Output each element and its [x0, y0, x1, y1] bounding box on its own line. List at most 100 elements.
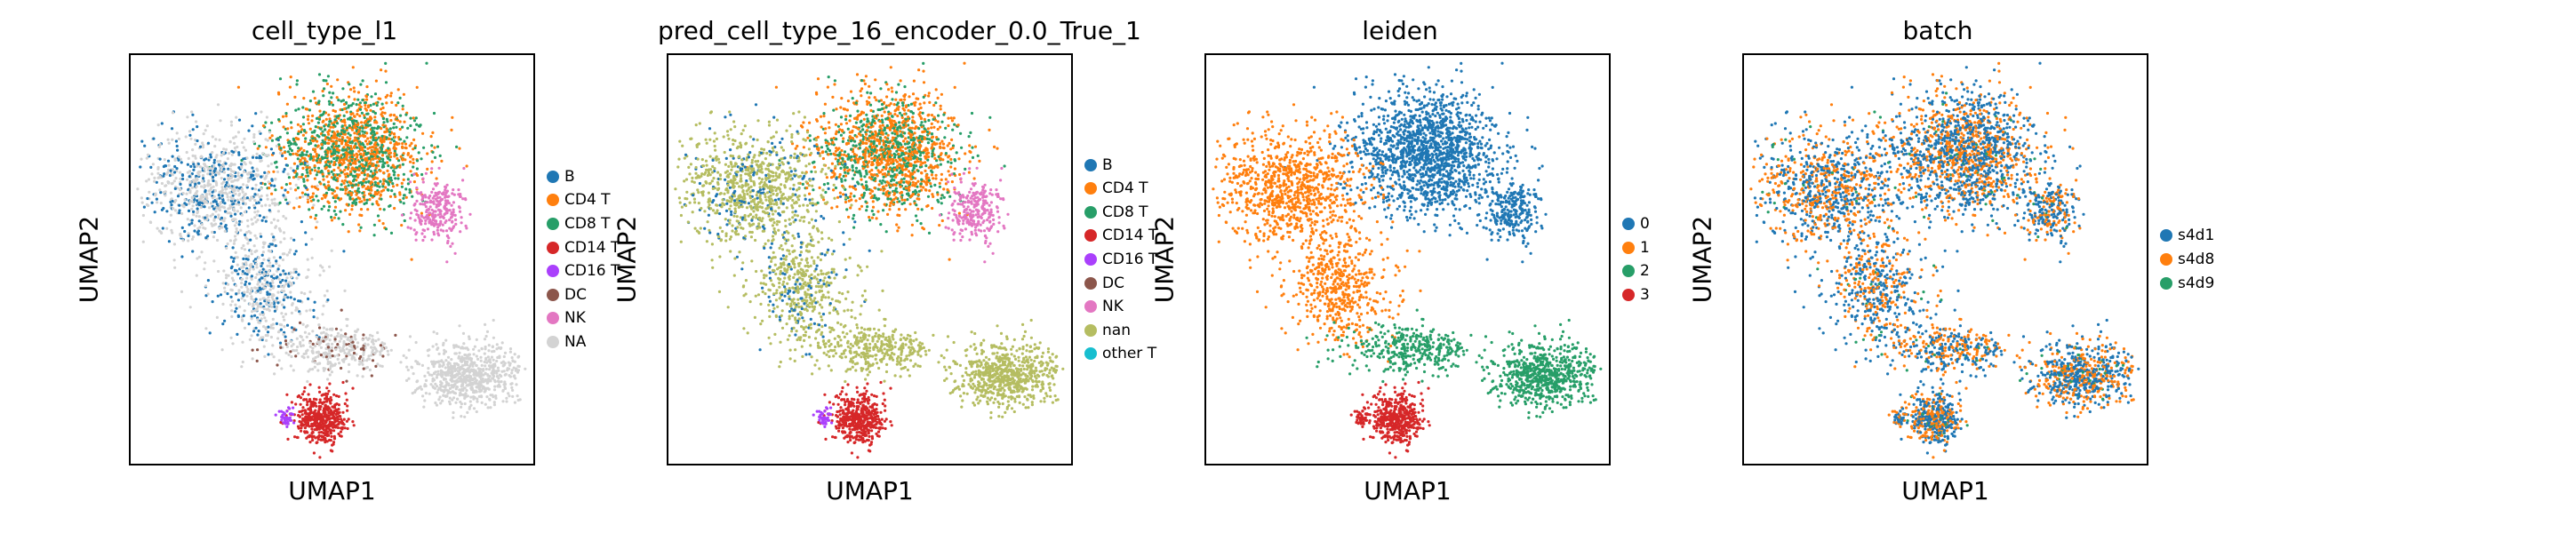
scatter-point — [322, 339, 325, 343]
scatter-point — [225, 227, 228, 230]
scatter-point — [365, 98, 369, 101]
scatter-point — [374, 166, 378, 170]
scatter-point — [213, 188, 217, 193]
scatter-point — [440, 215, 444, 219]
scatter-point — [330, 152, 334, 155]
scatter-point — [511, 394, 515, 398]
scatter-point — [412, 372, 415, 376]
scatter-point — [449, 391, 452, 394]
scatter-point — [455, 345, 459, 348]
scatter-point — [336, 354, 340, 357]
scatter-point — [515, 383, 518, 386]
scatter-point — [322, 352, 325, 355]
scatter-point — [372, 338, 375, 342]
scatter-point — [250, 295, 253, 298]
scatter-point — [358, 213, 362, 217]
scatter-point — [406, 182, 410, 186]
scatter-point — [347, 230, 350, 234]
scatter-point — [343, 168, 347, 171]
scatter-point — [264, 219, 268, 223]
scatter-point — [192, 210, 196, 213]
scatter-point — [340, 120, 344, 123]
scatter-point — [205, 124, 209, 128]
scatter-point — [301, 406, 305, 410]
scatter-point — [196, 139, 199, 143]
scatter-point — [311, 114, 315, 117]
scatter-point — [180, 290, 184, 293]
scatter-point — [368, 357, 372, 361]
scatter-point — [359, 105, 363, 108]
scatter-point — [212, 259, 216, 263]
scatter-point — [384, 95, 388, 99]
scatter-point — [283, 252, 286, 256]
scatter-point — [280, 186, 284, 189]
scatter-point — [322, 422, 325, 426]
scatter-point — [292, 419, 296, 423]
scatter-point — [289, 76, 292, 79]
scatter-point — [412, 119, 417, 123]
scatter-point — [318, 109, 322, 113]
scatter-point — [188, 223, 191, 227]
scatter-point — [516, 370, 520, 374]
legend-marker-icon — [547, 170, 559, 183]
scatter-point — [514, 368, 518, 371]
scatter-point — [424, 219, 428, 222]
scatter-point — [159, 202, 163, 205]
scatter-point — [444, 359, 448, 362]
scatter-point — [220, 188, 224, 192]
scatter-point — [377, 190, 380, 195]
scatter-point — [202, 132, 205, 136]
scatter-point — [372, 138, 375, 142]
scatter-point — [484, 364, 487, 368]
scatter-point — [229, 162, 233, 165]
scatter-point — [172, 179, 176, 183]
scatter-point — [215, 206, 219, 210]
scatter-point — [302, 148, 306, 153]
scatter-point — [421, 180, 425, 184]
scatter-point — [269, 335, 273, 339]
scatter-point — [481, 386, 485, 390]
scatter-point — [262, 272, 266, 275]
scatter-point — [163, 158, 166, 162]
scatter-point — [278, 151, 282, 155]
scatter-point — [187, 234, 190, 238]
scatter-point — [306, 258, 309, 261]
scatter-point — [256, 193, 260, 196]
scatter-point — [276, 219, 280, 222]
scatter-point — [244, 261, 248, 265]
scatter-point — [458, 351, 461, 354]
scatter-point — [332, 429, 336, 433]
scatter-point — [194, 182, 197, 186]
scatter-point — [280, 418, 284, 422]
scatter-point — [139, 165, 142, 169]
scatter-point — [171, 173, 174, 177]
scatter-point — [253, 314, 257, 317]
scatter-point — [190, 207, 194, 211]
scatter-point — [430, 190, 434, 194]
scatter-point — [306, 200, 310, 204]
scatter-point — [392, 132, 396, 136]
scatter-point — [456, 397, 460, 401]
scatter-point — [434, 219, 437, 223]
scatter-point — [365, 159, 369, 163]
scatter-point — [451, 192, 454, 195]
scatter-point — [191, 113, 195, 116]
scatter-point — [476, 367, 480, 370]
scatter-point — [226, 195, 229, 199]
scatter-point — [303, 161, 308, 165]
scatter-point — [366, 208, 370, 211]
scatter-point — [452, 226, 455, 229]
scatter-point — [276, 203, 279, 206]
scatter-point — [255, 152, 259, 155]
scatter-point — [268, 136, 272, 139]
scatter-point — [458, 324, 461, 328]
scatter-point — [388, 131, 392, 134]
scatter-point — [312, 315, 316, 319]
scatter-point — [308, 400, 311, 403]
scatter-point — [431, 196, 435, 200]
scatter-point — [292, 252, 297, 256]
scatter-point — [259, 159, 262, 163]
scatter-point — [245, 196, 249, 200]
scatter-point — [326, 298, 330, 302]
scatter-point — [317, 415, 321, 418]
